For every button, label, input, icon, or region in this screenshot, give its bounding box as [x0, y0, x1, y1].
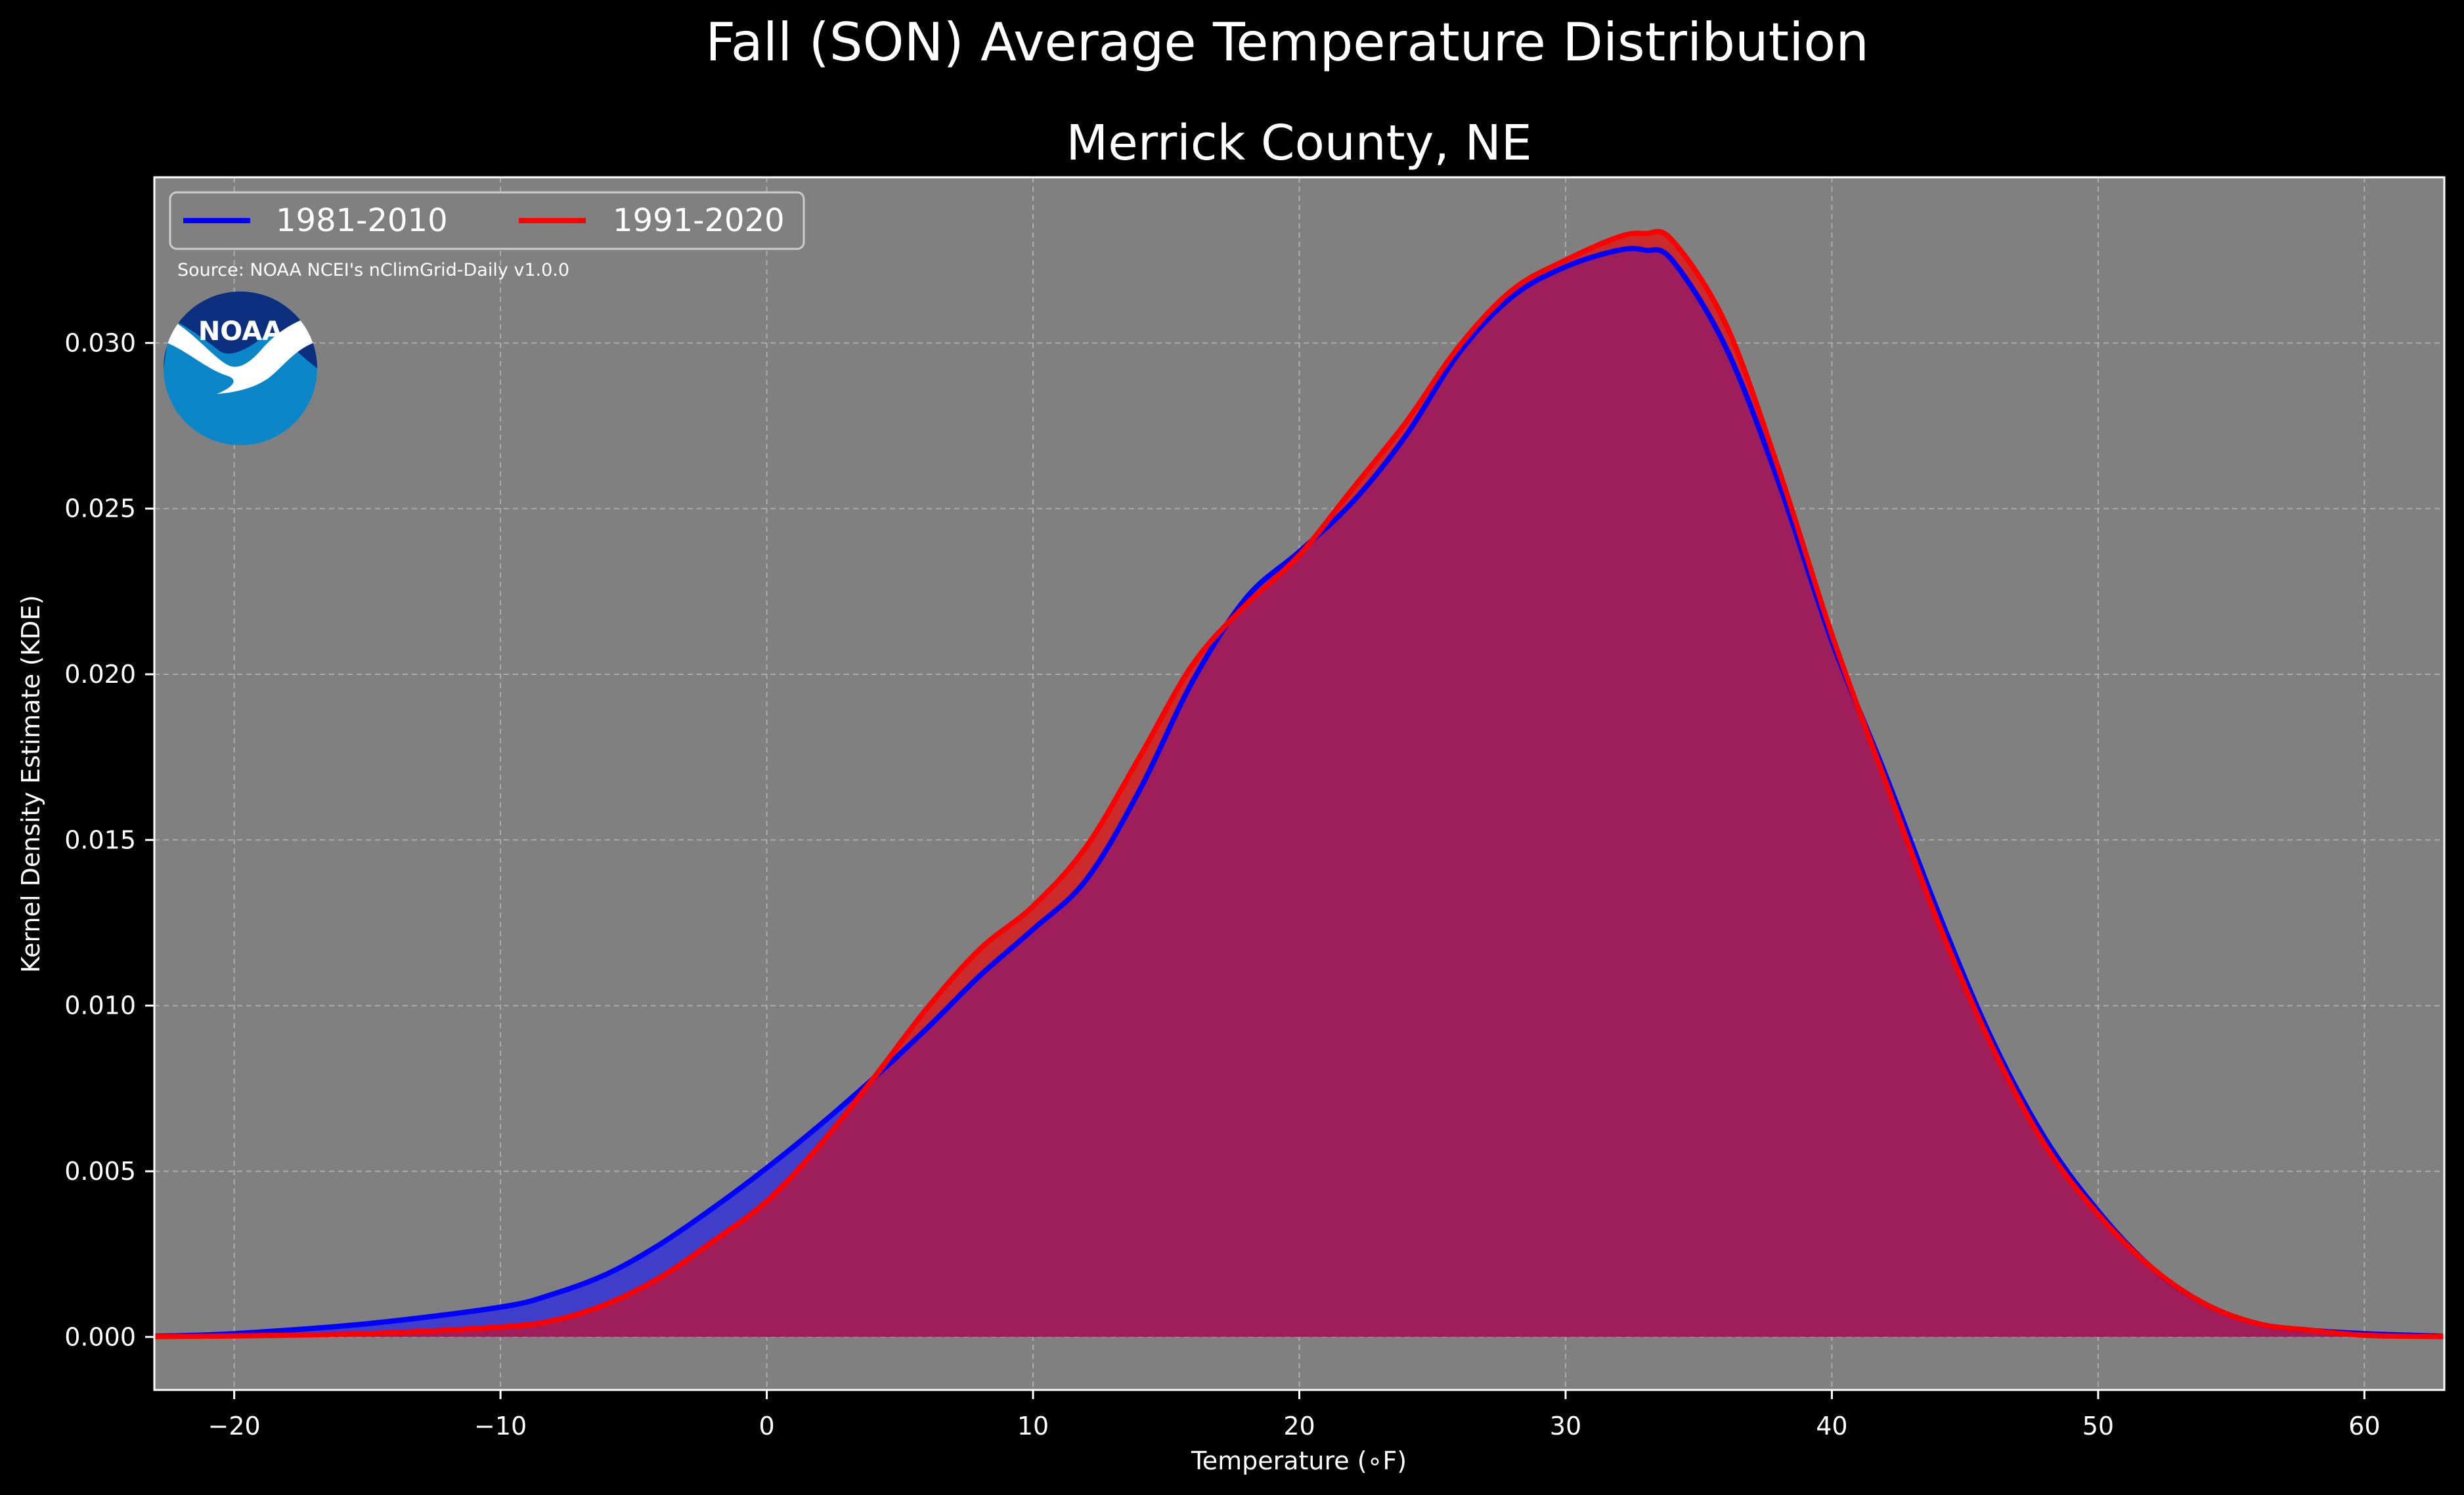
series-line-1991-2020: [154, 228, 2445, 1339]
x-axis-label: Temperature (∘F): [1191, 1446, 1407, 1475]
y-axis-ticks: 0.000 0.005 0.010 0.015 0.020 0.025 0.030: [64, 328, 154, 1351]
x-tick-label: 50: [2082, 1412, 2114, 1441]
x-tick-label: −20: [208, 1412, 261, 1441]
x-axis-ticks: −20 −10 0 10 20 30 40 50 60: [208, 1390, 2381, 1441]
x-tick-label: 10: [1017, 1412, 1049, 1441]
y-tick-label: 0.025: [64, 494, 136, 523]
legend-label-1981-2010: 1981-2010: [276, 202, 448, 239]
y-tick-label: 0.030: [64, 328, 136, 357]
legend-label-1991-2020: 1991-2020: [613, 202, 785, 239]
y-tick-label: 0.005: [64, 1157, 136, 1186]
x-tick-label: −10: [474, 1412, 527, 1441]
legend-box: [169, 191, 805, 250]
legend: 1981-2010 1991-2020: [169, 191, 805, 250]
y-axis-label: Kernel Density Estimate (KDE): [16, 595, 45, 973]
y-tick-label: 0.020: [64, 660, 136, 689]
area-overlap: [154, 248, 2444, 1337]
noaa-logo: NOAA: [164, 292, 317, 445]
noaa-logo-text: NOAA: [198, 316, 282, 347]
chart-subtitle: Merrick County, NE: [1066, 115, 1531, 171]
x-tick-label: 40: [1816, 1412, 1847, 1441]
series-line-1981-2010: [154, 246, 2445, 1339]
x-tick-label: 0: [759, 1412, 774, 1441]
source-note: Source: NOAA NCEI's nClimGrid-Daily v1.0…: [177, 260, 569, 280]
x-tick-label: 60: [2348, 1412, 2380, 1441]
x-tick-label: 20: [1283, 1412, 1315, 1441]
series-layer: [154, 228, 2445, 1339]
y-tick-label: 0.000: [64, 1322, 136, 1351]
y-tick-label: 0.010: [64, 991, 136, 1020]
chart-title: Fall (SON) Average Temperature Distribut…: [705, 12, 1869, 73]
x-tick-label: 30: [1550, 1412, 1581, 1441]
y-tick-label: 0.015: [64, 825, 136, 854]
